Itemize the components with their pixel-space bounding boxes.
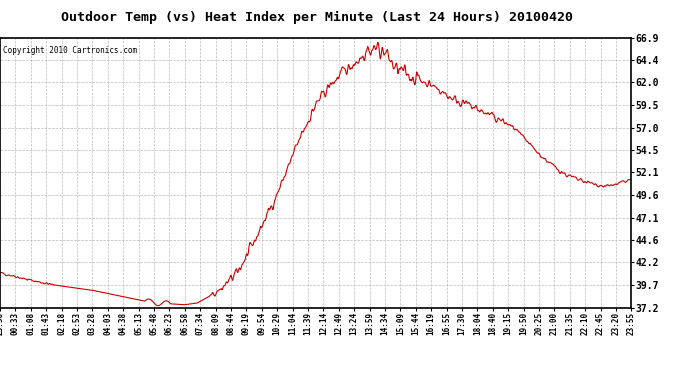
Text: Outdoor Temp (vs) Heat Index per Minute (Last 24 Hours) 20100420: Outdoor Temp (vs) Heat Index per Minute …: [61, 11, 573, 24]
Text: Copyright 2010 Cartronics.com: Copyright 2010 Cartronics.com: [3, 46, 137, 55]
